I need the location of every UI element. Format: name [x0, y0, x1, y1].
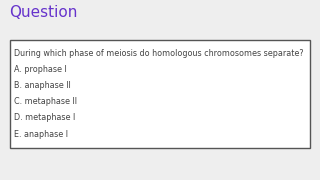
Text: B. anaphase II: B. anaphase II [14, 81, 71, 90]
Text: During which phase of meiosis do homologous chromosomes separate?: During which phase of meiosis do homolog… [14, 49, 304, 58]
Text: C. metaphase II: C. metaphase II [14, 97, 77, 106]
Bar [10, 40, 310, 148]
Text: D. metaphase I: D. metaphase I [14, 113, 76, 122]
Text: A. prophase I: A. prophase I [14, 65, 67, 74]
Text: E. anaphase I: E. anaphase I [14, 130, 68, 139]
Text: Question: Question [10, 5, 78, 20]
